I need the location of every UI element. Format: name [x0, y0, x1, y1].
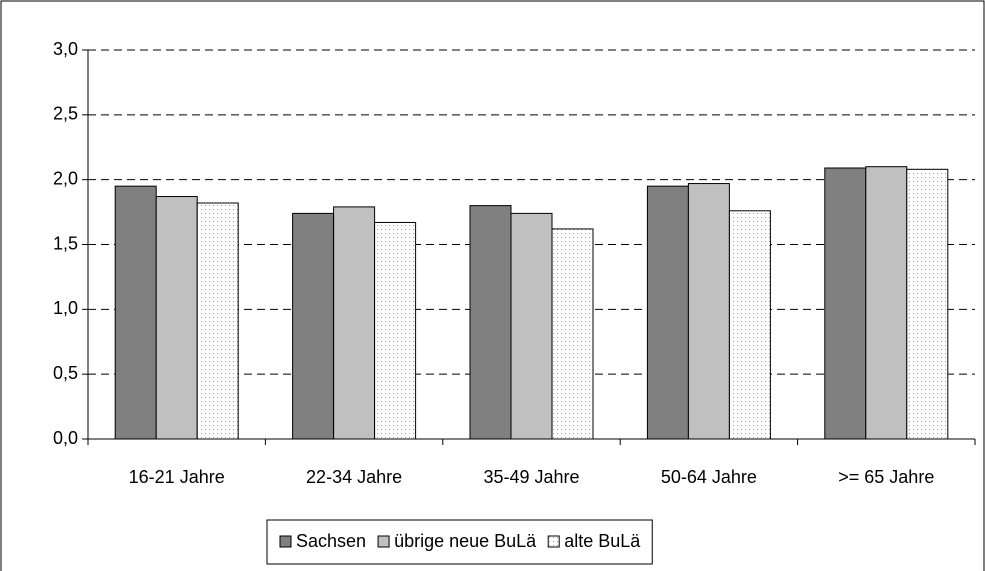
bar	[114, 185, 157, 440]
bar	[292, 212, 335, 440]
legend-label: Sachsen	[296, 531, 366, 551]
bar	[728, 210, 771, 440]
x-tick-label: 22-34 Jahre	[306, 467, 402, 487]
bar	[865, 166, 908, 440]
legend-label: übrige neue BuLä	[394, 531, 537, 551]
bar	[374, 221, 417, 440]
legend-swatch	[279, 535, 292, 548]
bar	[510, 212, 553, 440]
x-tick-label: 50-64 Jahre	[661, 467, 757, 487]
bar	[551, 228, 594, 440]
y-tick-label: 1,0	[53, 298, 78, 318]
bar	[906, 168, 949, 440]
legend-label: alte BuLä	[564, 531, 641, 551]
y-tick-label: 0,0	[53, 428, 78, 448]
bar	[687, 183, 730, 440]
x-tick-label: 35-49 Jahre	[483, 467, 579, 487]
bar	[333, 206, 376, 440]
y-tick-label: 1,5	[53, 233, 78, 253]
legend-swatch	[547, 535, 560, 548]
y-tick-label: 2,0	[53, 168, 78, 188]
bar	[824, 167, 867, 440]
bar	[469, 205, 512, 440]
bar	[155, 196, 198, 440]
bar	[196, 202, 239, 440]
legend-box	[266, 519, 653, 565]
y-tick-label: 0,5	[53, 363, 78, 383]
legend-swatch	[377, 535, 390, 548]
y-tick-label: 3,0	[53, 39, 78, 59]
x-tick-label: 16-21 Jahre	[129, 467, 225, 487]
bar	[646, 185, 689, 440]
y-tick-label: 2,5	[53, 104, 78, 124]
x-tick-label: >= 65 Jahre	[838, 467, 934, 487]
